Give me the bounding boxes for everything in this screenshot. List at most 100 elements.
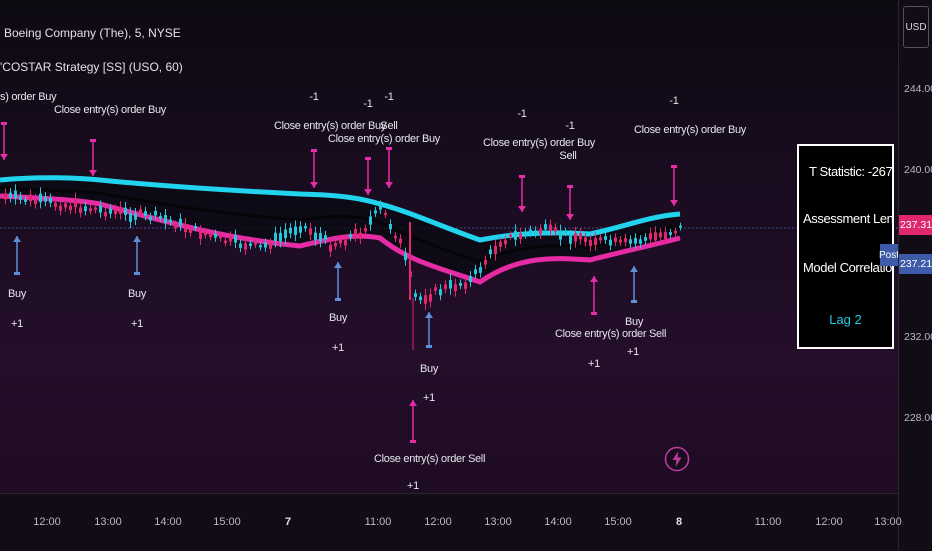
time-tick: 13:00 xyxy=(484,516,512,528)
annotation-minus-one: -1 xyxy=(384,91,394,103)
buy-arrow-icon xyxy=(630,266,638,272)
candle-body xyxy=(29,194,32,202)
candle-body xyxy=(579,233,582,240)
candle-body xyxy=(399,238,402,244)
candle-body xyxy=(369,216,372,225)
candle-body xyxy=(104,212,107,217)
candle-body xyxy=(374,210,377,214)
candle-body xyxy=(74,198,77,208)
annotation-minus-one: -1 xyxy=(517,108,527,120)
sell-arrow-icon xyxy=(364,189,372,195)
time-tick: 11:00 xyxy=(754,516,782,528)
upper-band-line xyxy=(0,175,681,243)
candle-body xyxy=(639,239,642,244)
sell-arrow-cap xyxy=(90,139,96,142)
annotation-close-buy: Close entry(s) order Buy xyxy=(54,104,167,116)
price-chart[interactable] xyxy=(0,0,898,493)
candle-body xyxy=(529,229,532,234)
candle-body xyxy=(549,224,552,231)
lightning-bolt-icon[interactable] xyxy=(664,446,690,472)
time-tick: 11:00 xyxy=(364,516,392,528)
candle-body xyxy=(254,242,257,245)
candle-body xyxy=(14,190,17,199)
candle-body xyxy=(44,196,47,202)
sell-arrow-icon xyxy=(566,214,574,220)
buy-arrow-icon xyxy=(425,312,433,318)
candle-body xyxy=(464,282,467,289)
sell-arrow-icon xyxy=(0,154,8,160)
annotation-close-sell: Close entry(s) order Sell xyxy=(374,453,486,465)
annotation-buy: Buy xyxy=(624,316,644,328)
candle-body xyxy=(299,226,302,233)
candle-body xyxy=(439,289,442,296)
annotation-plus-one: +1 xyxy=(332,342,344,354)
candle-body xyxy=(314,232,317,241)
candle-body xyxy=(494,245,497,255)
chart-area[interactable]: Boeing Company (The), 5, NYSE 'COSTAR St… xyxy=(0,0,899,493)
candle-body xyxy=(599,237,602,241)
candle-body xyxy=(404,253,407,261)
candle-body xyxy=(484,259,487,265)
candle-body xyxy=(509,234,512,237)
candle-body xyxy=(569,235,572,244)
candle-body xyxy=(9,192,12,198)
candle-body xyxy=(414,293,417,297)
candle-body xyxy=(584,237,587,242)
candle-body xyxy=(594,238,597,246)
annotation-minus-one: -1 xyxy=(363,98,373,110)
currency-button[interactable]: USD xyxy=(903,6,929,48)
sell-arrow-cap xyxy=(365,157,371,160)
candle-body xyxy=(189,229,192,233)
sell-arrow-cap xyxy=(1,122,7,125)
candle-body xyxy=(174,224,177,229)
candle-body xyxy=(394,235,397,239)
annotation-close-buy: Close entry(s) order Buy xyxy=(274,120,387,132)
candle-body xyxy=(544,224,547,230)
candle-body xyxy=(79,207,82,213)
candle-body xyxy=(269,243,272,249)
candle-body xyxy=(524,232,527,236)
price-scale[interactable]: USD 244.00 240.00 237.31 237.21 232.00 2… xyxy=(898,0,932,550)
candle-body xyxy=(574,233,577,242)
candle-body xyxy=(424,295,427,304)
candle-body xyxy=(429,294,432,302)
annotation-minus-one: -1 xyxy=(565,120,575,132)
chart-title[interactable]: Boeing Company (The), 5, NYSE xyxy=(4,26,181,40)
last-price-tag: 237.31 xyxy=(899,215,932,235)
sell-arrow-cap xyxy=(386,147,392,150)
candle-body xyxy=(444,284,447,290)
time-tick: 7 xyxy=(284,516,292,528)
annotation-plus-one: +1 xyxy=(423,392,435,404)
candle-body xyxy=(304,225,307,229)
candle-body xyxy=(249,243,252,246)
candle-body xyxy=(364,228,367,232)
candle-body xyxy=(559,230,562,240)
annotation-plus-one: +1 xyxy=(131,318,143,330)
annotation-plus-one: +1 xyxy=(407,480,419,492)
candle-body xyxy=(119,206,122,215)
candle-body xyxy=(309,228,312,235)
candle-body xyxy=(84,206,87,211)
strategy-label[interactable]: 'COSTAR Strategy [SS] (USO, 60) xyxy=(0,60,183,74)
price-tick: 240.00 xyxy=(904,164,932,176)
buy-arrow-icon xyxy=(334,262,342,268)
candle-body xyxy=(229,235,232,242)
sell-arrow-cap xyxy=(567,185,573,188)
candle-body xyxy=(219,235,222,239)
candle-body xyxy=(114,208,117,215)
time-axis[interactable]: 12:00 13:00 14:00 15:00 7 11:00 12:00 13… xyxy=(0,493,902,551)
candle-body xyxy=(274,232,277,242)
close-sell-arrow-icon xyxy=(590,276,598,282)
candle-body xyxy=(324,235,327,240)
candle-body xyxy=(664,232,667,239)
candle-body xyxy=(89,208,92,212)
candle-body xyxy=(589,239,592,247)
candle-body xyxy=(489,249,492,255)
candle-body xyxy=(479,267,482,273)
time-tick: 12:00 xyxy=(815,516,843,528)
price-tick: 244.00 xyxy=(904,83,932,95)
candle-body xyxy=(379,204,382,210)
annotation-close-buy: s) order Buy xyxy=(0,91,57,103)
candle-body xyxy=(64,203,67,208)
candle-body xyxy=(359,232,362,239)
